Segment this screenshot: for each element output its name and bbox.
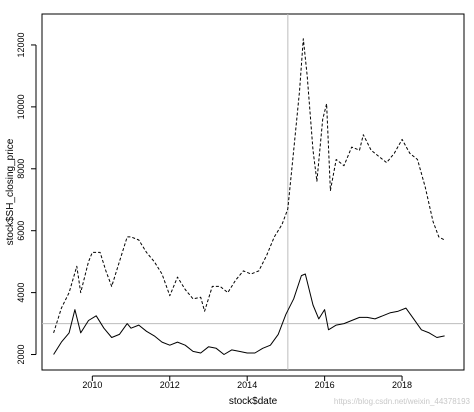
y-axis: 2000 4000 6000 8000 10000 12000 [16,32,37,365]
x-axis: 2010 2012 2014 2016 2018 [82,375,412,390]
y-tick-label: 12000 [16,32,26,57]
x-axis-label: stock$date [229,396,278,407]
x-tick-label: 2016 [315,380,335,390]
dashed-series-line [53,38,445,334]
series-layer [53,38,445,355]
solid-series-line [53,273,445,355]
x-tick-label: 2010 [82,380,102,390]
x-tick-label: 2012 [160,380,180,390]
y-axis-label: stock$SH_closing_price [5,138,16,245]
y-tick-label: 6000 [16,221,26,241]
y-tick-label: 2000 [16,345,26,365]
y-tick-label: 4000 [16,283,26,303]
x-tick-label: 2014 [237,380,257,390]
y-tick-label: 10000 [16,94,26,119]
watermark: https://blog.csdn.net/weixin_44378193 [334,397,471,406]
x-tick-label: 2018 [392,380,412,390]
plot-frame [41,13,465,371]
y-tick-label: 8000 [16,159,26,179]
